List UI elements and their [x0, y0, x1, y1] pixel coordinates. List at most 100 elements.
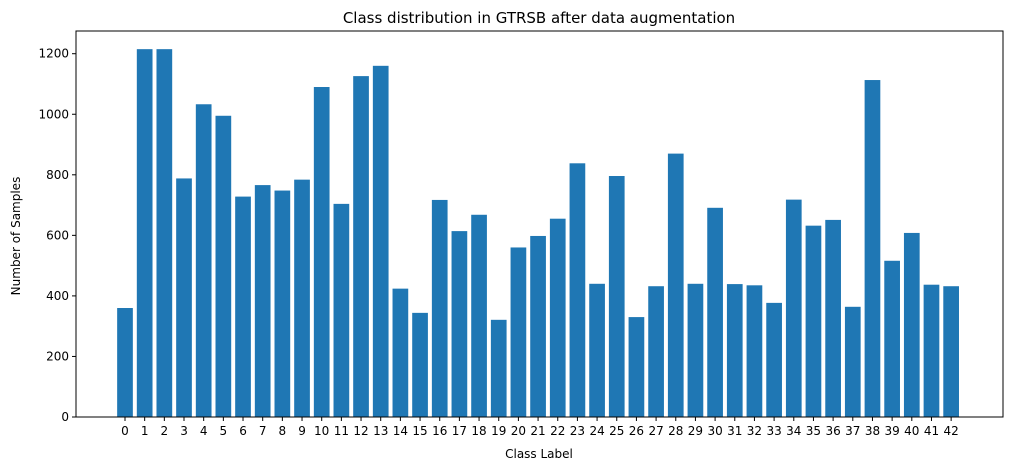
bar-class-13 — [372, 65, 389, 417]
x-tick-label: 9 — [298, 424, 306, 438]
x-tick-label: 37 — [845, 424, 860, 438]
x-tick-label: 3 — [180, 424, 188, 438]
bar-class-24 — [589, 283, 605, 417]
x-tick-label: 31 — [727, 424, 742, 438]
bar-class-26 — [628, 317, 645, 417]
bar-class-23 — [569, 163, 586, 417]
x-tick-label: 19 — [491, 424, 506, 438]
bar-class-22 — [549, 218, 566, 417]
bar-class-0 — [117, 308, 133, 417]
bar-class-36 — [825, 219, 841, 417]
x-tick-label: 16 — [432, 424, 447, 438]
bar-class-10 — [313, 87, 330, 417]
x-tick-label: 28 — [668, 424, 683, 438]
bar-class-35 — [805, 225, 822, 417]
x-tick-label: 0 — [121, 424, 129, 438]
x-tick-label: 2 — [161, 424, 169, 438]
bar-class-1 — [136, 49, 153, 417]
x-tick-label: 15 — [412, 424, 427, 438]
bar-class-15 — [412, 312, 428, 417]
y-tick-label: 1200 — [38, 47, 69, 61]
y-axis-ticks: 0 200 400 600 800 1000 1200 — [38, 47, 76, 424]
x-tick-label: 21 — [530, 424, 545, 438]
x-tick-label: 33 — [766, 424, 781, 438]
x-tick-label: 10 — [314, 424, 329, 438]
plot-frame — [75, 30, 1004, 418]
bar-class-17 — [451, 231, 468, 417]
x-tick-label: 42 — [943, 424, 958, 438]
y-tick-label: 1000 — [38, 107, 69, 121]
bar-class-39 — [884, 260, 900, 417]
bar-class-18 — [471, 214, 487, 417]
bar-class-19 — [490, 319, 507, 417]
x-tick-label: 24 — [589, 424, 604, 438]
x-axis-label: Class Label — [505, 447, 573, 461]
bar-class-29 — [687, 283, 704, 417]
x-tick-label: 5 — [220, 424, 228, 438]
bar-class-16 — [431, 199, 448, 417]
bar-class-38 — [864, 80, 881, 417]
bar-class-4 — [195, 104, 212, 417]
x-tick-label: 23 — [570, 424, 585, 438]
x-tick-label: 11 — [334, 424, 349, 438]
x-tick-label: 4 — [200, 424, 208, 438]
x-tick-label: 1 — [141, 424, 149, 438]
x-tick-label: 34 — [786, 424, 801, 438]
bar-class-9 — [294, 179, 310, 417]
y-axis-label: Number of Samples — [9, 177, 23, 296]
bar-class-27 — [648, 286, 664, 417]
y-tick-label: 600 — [46, 228, 69, 242]
bar-class-37 — [844, 306, 861, 417]
x-tick-label: 30 — [707, 424, 722, 438]
x-axis-ticks: 0 1 2 3 4 5 6 7 8 9 10 11 12 13 14 15 16 17 18 19 20 21 22 23 24… — [121, 417, 959, 438]
x-tick-label: 27 — [648, 424, 663, 438]
bar-class-2 — [156, 49, 173, 417]
x-tick-label: 38 — [865, 424, 880, 438]
y-tick-label: 200 — [46, 349, 69, 363]
bar-class-21 — [530, 235, 546, 417]
bar-class-28 — [667, 153, 684, 418]
bar-class-32 — [746, 285, 763, 417]
x-tick-label: 39 — [884, 424, 899, 438]
bar-class-41 — [923, 284, 940, 417]
x-tick-label: 40 — [904, 424, 919, 438]
bar-class-31 — [726, 284, 743, 417]
x-tick-label: 41 — [924, 424, 939, 438]
x-tick-label: 7 — [259, 424, 267, 438]
bar-class-30 — [707, 207, 723, 417]
bar-class-6 — [235, 196, 251, 417]
x-tick-label: 35 — [806, 424, 821, 438]
x-tick-label: 8 — [279, 424, 287, 438]
bar-class-33 — [766, 302, 782, 417]
bar-class-25 — [608, 176, 625, 417]
bars-group — [117, 49, 959, 418]
x-tick-label: 29 — [688, 424, 703, 438]
x-tick-label: 22 — [550, 424, 565, 438]
x-tick-label: 26 — [629, 424, 644, 438]
x-tick-label: 25 — [609, 424, 624, 438]
bar-class-12 — [353, 76, 369, 418]
x-tick-label: 13 — [373, 424, 388, 438]
x-tick-label: 17 — [452, 424, 467, 438]
y-tick-label: 0 — [61, 410, 69, 424]
x-tick-label: 12 — [353, 424, 368, 438]
bar-class-40 — [903, 232, 920, 417]
bar-class-14 — [392, 288, 409, 417]
x-tick-label: 6 — [239, 424, 247, 438]
x-tick-label: 20 — [511, 424, 526, 438]
y-tick-label: 400 — [46, 289, 69, 303]
bar-class-42 — [943, 286, 959, 417]
bar-class-11 — [333, 203, 350, 417]
x-tick-label: 32 — [747, 424, 762, 438]
x-tick-label: 36 — [825, 424, 840, 438]
bar-class-7 — [254, 185, 271, 417]
bar-class-20 — [510, 247, 527, 417]
x-tick-label: 14 — [393, 424, 408, 438]
y-tick-label: 800 — [46, 168, 69, 182]
bar-class-8 — [274, 190, 291, 417]
chart-title: Class distribution in GTRSB after data a… — [343, 9, 735, 27]
bar-class-34 — [785, 199, 802, 417]
bar-class-3 — [176, 178, 192, 417]
bar-class-5 — [215, 115, 232, 418]
